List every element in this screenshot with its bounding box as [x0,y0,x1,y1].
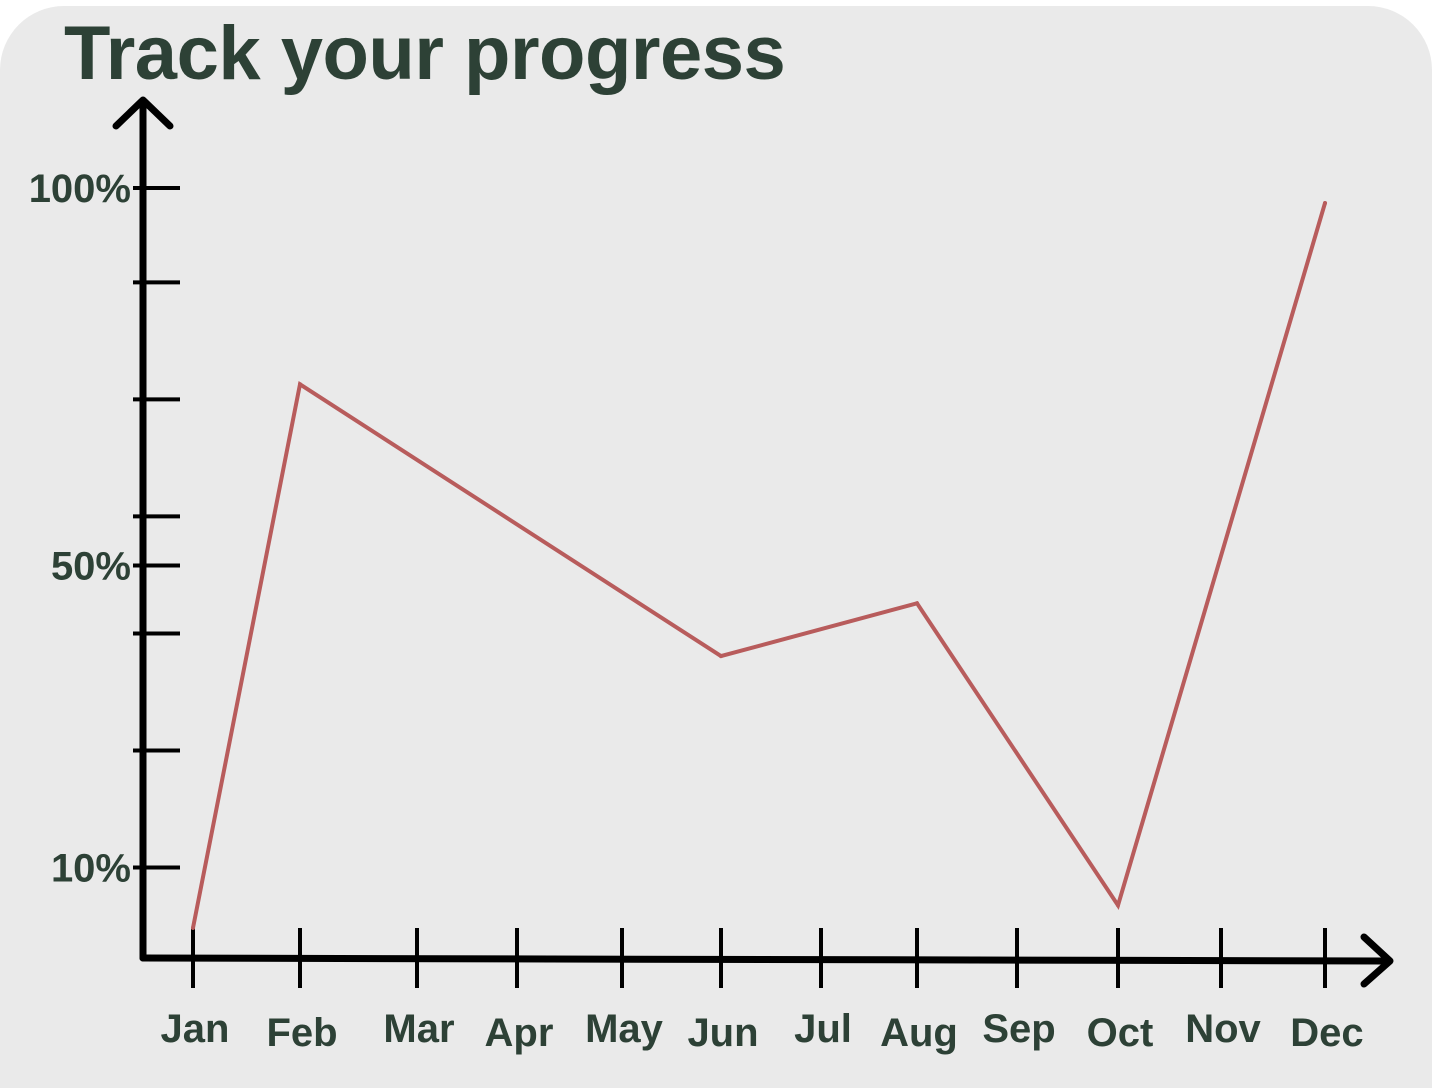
x-tick-label: Jun [687,1011,758,1055]
y-tick-label: 10% [51,847,131,891]
x-tick-label: Dec [1290,1011,1363,1055]
data-point [915,601,919,606]
series-group [191,201,1327,930]
data-point [719,654,723,659]
x-tick-label: Sep [982,1007,1055,1051]
x-tick-label: May [585,1007,664,1051]
x-tick-label: Feb [266,1011,337,1055]
x-tick-label: Nov [1185,1007,1261,1051]
axes [112,96,1394,988]
x-tick-label: Apr [485,1011,554,1055]
y-tick-label: 50% [51,545,131,589]
x-tick-label: Aug [880,1011,958,1055]
x-ticks: Jan Feb Mar Apr May Jun Jul Aug Sep Oct Nov Dec [161,928,1364,1055]
x-tick-label: Mar [383,1007,454,1051]
series-line [191,201,1327,930]
x-axis [139,954,1389,965]
data-point [1323,201,1327,206]
y-tick-label: 100% [29,167,131,211]
x-tick-label: Jul [794,1007,852,1051]
data-point [1116,903,1120,908]
y-ticks: 100% 50% 10% [29,167,180,891]
x-axis-arrowhead [1360,933,1394,988]
data-point [191,925,195,930]
y-axis-arrowhead [112,96,174,130]
x-tick-label: Oct [1087,1011,1154,1055]
x-tick-label: Jan [161,1007,230,1051]
chart-card [0,6,1432,1088]
chart-title: Track your progress [64,11,786,96]
data-point [298,382,302,387]
